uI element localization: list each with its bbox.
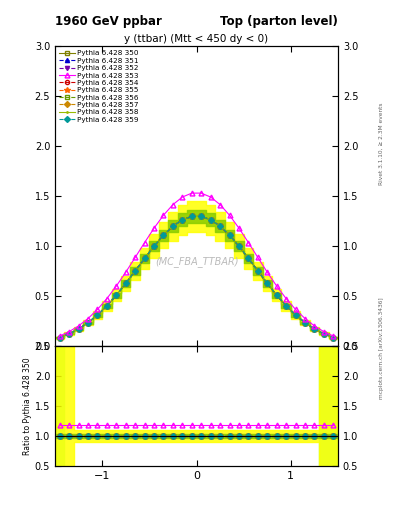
Y-axis label: Ratio to Pythia 6.428 350: Ratio to Pythia 6.428 350 [23,357,32,455]
Text: mcplots.cern.ch [arXiv:1306.3436]: mcplots.cern.ch [arXiv:1306.3436] [379,297,384,399]
Title: y (ttbar) (Mtt < 450 dy < 0): y (ttbar) (Mtt < 450 dy < 0) [125,34,268,44]
Text: Top (parton level): Top (parton level) [220,15,338,28]
Text: (MC_FBA_TTBAR): (MC_FBA_TTBAR) [155,257,238,267]
Text: 1960 GeV ppbar: 1960 GeV ppbar [55,15,162,28]
Legend: Pythia 6.428 350, Pythia 6.428 351, Pythia 6.428 352, Pythia 6.428 353, Pythia 6: Pythia 6.428 350, Pythia 6.428 351, Pyth… [57,48,142,125]
Text: Rivet 3.1.10, ≥ 2.3M events: Rivet 3.1.10, ≥ 2.3M events [379,102,384,185]
